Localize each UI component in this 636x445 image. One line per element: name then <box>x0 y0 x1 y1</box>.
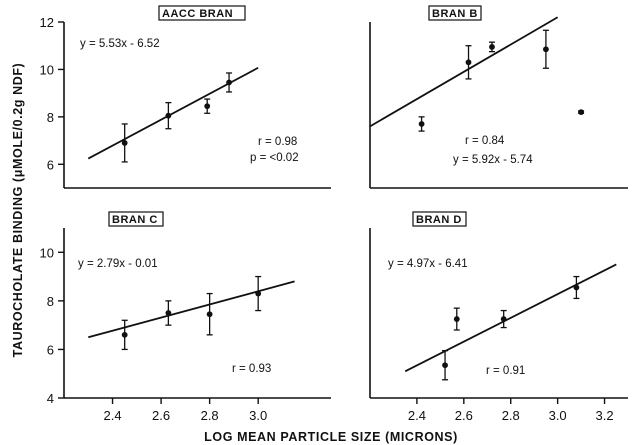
panel-2: BRAN B r = 0.84 y = 5.92x - 5.74 <box>369 5 628 189</box>
annotation: y = 4.97x - 6.41 <box>388 258 468 270</box>
panel-title: BRAN D <box>416 214 462 226</box>
y-tick-label: 8 <box>47 294 54 309</box>
data-point <box>578 109 584 116</box>
regression-line <box>88 280 295 339</box>
annotation: r = 0.93 <box>232 363 271 375</box>
y-tick-label: 10 <box>40 245 54 260</box>
data-point <box>165 112 172 119</box>
panel-title-box <box>428 5 482 21</box>
data-point <box>206 311 213 318</box>
y-tick-label: 10 <box>40 62 54 77</box>
panel-title: AACC BRAN <box>162 8 233 20</box>
annotation: y = 5.53x - 6.52 <box>80 38 160 50</box>
data-point <box>418 121 425 127</box>
regression-line <box>369 16 559 128</box>
data-point <box>165 310 172 316</box>
y-tick-label: 6 <box>47 157 54 172</box>
annotation: r = 0.91 <box>486 365 525 377</box>
x-tick-label: 2.6 <box>152 408 170 423</box>
x-tick-label: 3.0 <box>249 408 267 423</box>
data-point <box>226 79 232 86</box>
data-point <box>500 316 507 322</box>
panel-title: BRAN C <box>112 214 158 226</box>
panel-1: 6 8 10 12 AACC BRAN y = 5.53x - 6.52 r = 0.98 p… <box>40 5 331 189</box>
regression-line <box>87 66 259 160</box>
x-tick-label: 3.2 <box>596 408 614 423</box>
annotation: r = 0.98 <box>258 136 297 148</box>
x-tick-label: 2.8 <box>201 408 219 423</box>
panel-title: BRAN B <box>432 8 478 20</box>
x-tick-label: 2.4 <box>408 408 426 423</box>
annotation: y = 2.79x - 0.01 <box>78 258 158 270</box>
data-point <box>442 362 448 369</box>
y-axis-title: TAUROCHOLATE BINDING (μMOLE/0.2g NDF) <box>11 63 25 358</box>
data-point <box>204 103 211 110</box>
panel-4: 2.4 2.6 2.8 3.0 3.2 BRAN D y = 4.97x - 6.41 r =… <box>369 211 628 423</box>
data-point <box>121 331 128 338</box>
data-point <box>121 140 128 146</box>
data-point <box>453 316 460 322</box>
data-point <box>573 284 580 291</box>
x-tick-label: 2.6 <box>455 408 473 423</box>
annotation: r = 0.84 <box>465 135 505 147</box>
x-tick-label: 2.4 <box>104 408 122 423</box>
regression-line <box>404 263 617 373</box>
x-tick-label: 3.0 <box>549 408 567 423</box>
y-tick-label: 8 <box>47 110 54 125</box>
annotation: p = <0.02 <box>250 152 299 164</box>
y-tick-label: 12 <box>40 15 54 30</box>
panel-title-box <box>108 211 164 227</box>
panel-title-box <box>158 5 246 21</box>
data-point <box>489 44 495 50</box>
x-tick-label: 2.8 <box>502 408 520 423</box>
x-axis-title: LOG MEAN PARTICLE SIZE (MICRONS) <box>204 430 458 444</box>
y-tick-label: 4 <box>47 391 54 406</box>
annotation: y = 5.92x - 5.74 <box>453 154 533 166</box>
data-point <box>465 59 472 66</box>
panel-3: 4 6 8 10 2.4 2.6 2.8 3.0 BRAN C y = 2.79x - 0.01 r… <box>40 211 331 423</box>
data-point <box>255 290 262 297</box>
y-tick-label: 6 <box>47 342 54 357</box>
panel-title-box <box>412 211 467 227</box>
data-point <box>543 46 549 53</box>
